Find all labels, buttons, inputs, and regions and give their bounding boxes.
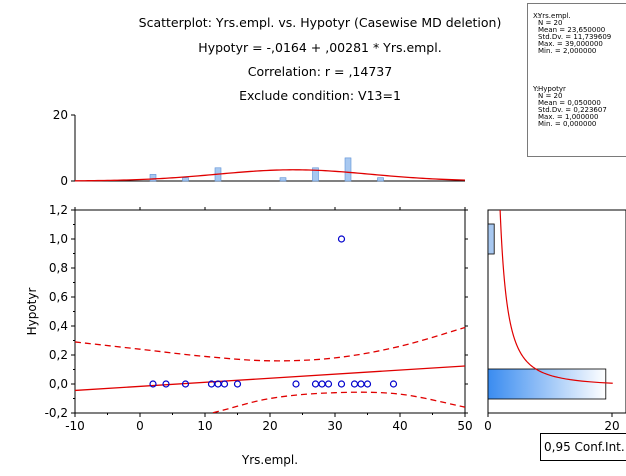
y-tick-label: 1,2	[49, 203, 68, 217]
xhist-normal-curve	[74, 169, 466, 182]
data-point	[324, 380, 333, 388]
chart-title-line-2: Hypotyr = -,0164 + ,00281 * Yrs.empl.	[198, 40, 442, 55]
yhist-density-curve	[499, 210, 613, 384]
data-point	[363, 380, 372, 388]
xhist-bar	[344, 157, 352, 182]
stats-x-line: Max. = 39,000000	[538, 40, 603, 48]
stats-y-line: Min. = 0,000000	[538, 120, 597, 128]
xhist-bar	[149, 174, 157, 182]
yhist-bar	[487, 368, 607, 400]
data-point	[181, 380, 190, 388]
regression-line	[75, 365, 465, 392]
y-tick-label: -0,2	[45, 406, 68, 420]
yhist-tick-label: 0	[484, 419, 492, 433]
y-tick-label: 0,4	[49, 319, 68, 333]
fit-lines-group	[75, 326, 465, 413]
yhist-bar	[487, 223, 495, 255]
conf-int-legend: 0,95 Conf.Int.	[540, 433, 626, 461]
chart-title-line-1: Scatterplot: Yrs.empl. vs. Hypotyr (Case…	[138, 15, 502, 30]
x-axis-title: Yrs.empl.	[241, 453, 298, 467]
stats-y-line: Max. = 1,000000	[538, 113, 599, 121]
xhist-tick-label: 20	[53, 108, 68, 122]
stats-y-line: Std.Dv. = 0,223607	[538, 106, 607, 114]
scatter-panel: -10 0 10 20 30 40 50 -0,2 0,0 0,2 0,4 0,6 0,8 1,0 1,2 Y…	[25, 203, 473, 467]
data-point	[292, 380, 300, 388]
x-tick-label: 10	[197, 419, 212, 433]
conf-int-label: 0,95 Conf.Int.	[544, 440, 625, 454]
data-point	[162, 380, 170, 388]
xhist-bar	[312, 167, 319, 182]
data-point	[337, 235, 346, 243]
y-axis-title: Hypotyr	[25, 288, 39, 336]
conf-band-upper	[75, 326, 465, 362]
xhist-tick-label: 0	[60, 174, 68, 188]
y-histogram-panel: 0 20	[484, 209, 626, 433]
y-tick-label: 0,0	[49, 377, 68, 391]
y-tick-label: 0,2	[49, 348, 68, 362]
data-point	[149, 380, 157, 388]
plot-frame	[74, 209, 466, 414]
y-tick-label: 0,6	[49, 290, 68, 304]
y-tick-label: 0,8	[49, 261, 68, 275]
stats-y-label: Y:	[533, 85, 539, 93]
data-point	[220, 380, 229, 388]
stats-x-line: Mean = 23,650000	[538, 26, 606, 34]
stats-y-line: Hypotyr	[538, 85, 566, 93]
data-point	[233, 380, 242, 388]
xhist-bar	[279, 177, 287, 182]
descriptive-stats-box: X: Yrs.empl. N = 20 Mean = 23,650000 Std…	[527, 3, 626, 157]
y-tick-label: 1,0	[49, 232, 68, 246]
stats-x-label: X:	[533, 12, 541, 20]
xhist-bar	[377, 177, 384, 182]
stats-x-line: Min. = 2,000000	[538, 47, 597, 55]
stats-x-line: Yrs.empl.	[538, 12, 571, 20]
x-tick-label: 40	[392, 419, 407, 433]
x-tick-label: 30	[327, 419, 342, 433]
x-tick-label: 20	[262, 419, 277, 433]
stats-y-line: N = 20	[538, 92, 563, 100]
x-tick-label: 0	[136, 419, 144, 433]
yhist-tick-label: 20	[604, 419, 619, 433]
x-histogram-panel: 0 20	[53, 108, 466, 188]
chart-title-line-4: Exclude condition: V13=1	[239, 88, 401, 103]
x-tick-label: -10	[65, 419, 85, 433]
x-tick-label: 50	[457, 419, 472, 433]
xhist-bar	[182, 177, 189, 182]
stats-y-line: Mean = 0,050000	[538, 99, 601, 107]
data-point	[337, 380, 346, 388]
data-point	[389, 380, 398, 388]
stats-x-line: Std.Dv. = 11,739609	[538, 33, 612, 41]
stats-x-line: N = 20	[538, 19, 563, 27]
chart-title-line-3: Correlation: r = ,14737	[247, 64, 393, 79]
